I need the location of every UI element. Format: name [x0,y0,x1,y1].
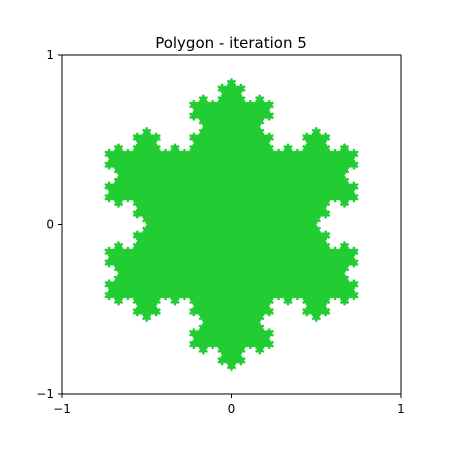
y-tick-label: 1 [46,48,54,62]
koch-snowflake-polygon [104,77,359,372]
y-axis: −1 0 1 [36,48,62,401]
x-tick-label: 1 [397,402,405,416]
y-tick-label: 0 [46,218,54,232]
x-tick-label: 0 [228,402,236,416]
x-axis: −1 0 1 [53,394,405,416]
chart-title: Polygon - iteration 5 [155,34,307,52]
x-tick-label: −1 [53,402,71,416]
plot-area [104,77,359,372]
y-tick-label: −1 [36,387,54,401]
